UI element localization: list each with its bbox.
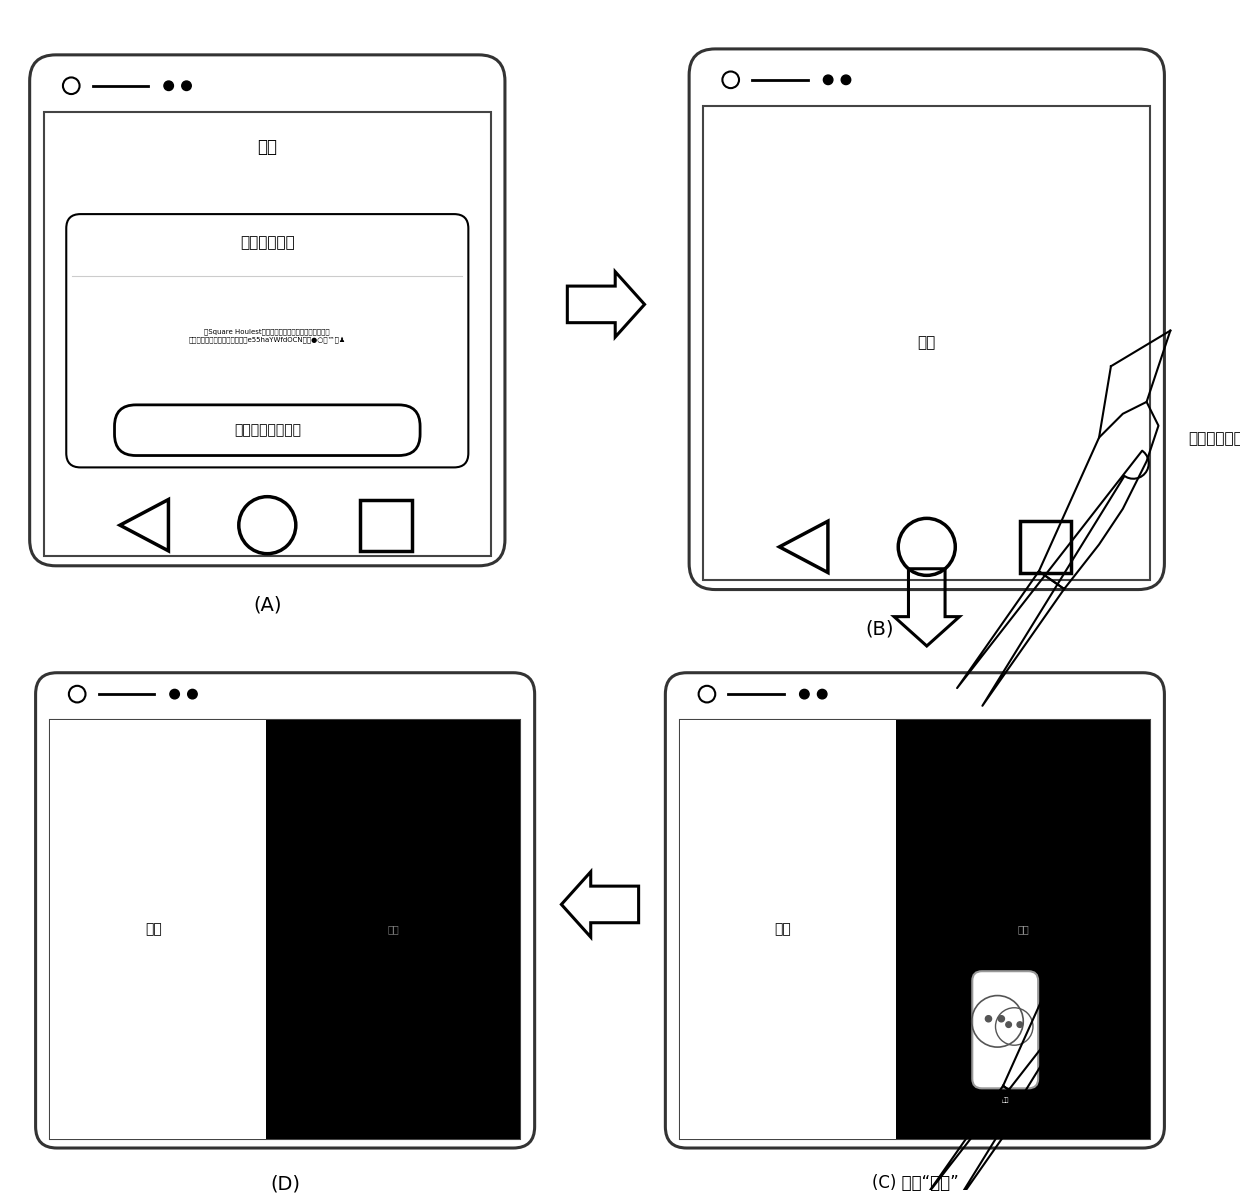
Text: 淡宝: 淡宝 <box>258 138 278 156</box>
Bar <box>897 720 1151 1138</box>
Bar <box>43 111 491 556</box>
Text: 淡宝: 淡宝 <box>145 922 161 937</box>
Circle shape <box>800 689 810 698</box>
Circle shape <box>986 1016 992 1022</box>
Bar <box>680 720 1151 1138</box>
Text: (D): (D) <box>270 1174 300 1193</box>
Circle shape <box>170 689 180 698</box>
Text: (C) 选择“微信”: (C) 选择“微信” <box>872 1174 959 1192</box>
Bar <box>680 720 897 1138</box>
Text: 淡宝: 淡宝 <box>918 335 936 351</box>
FancyBboxPatch shape <box>666 673 1164 1148</box>
Bar <box>267 720 521 1138</box>
Text: (B): (B) <box>866 619 894 639</box>
FancyBboxPatch shape <box>114 405 420 455</box>
Bar <box>50 720 267 1138</box>
Text: (A): (A) <box>253 595 281 615</box>
Circle shape <box>182 81 191 91</box>
FancyBboxPatch shape <box>972 972 1038 1088</box>
Text: 淡宝: 淡宝 <box>775 922 791 937</box>
Circle shape <box>823 75 833 85</box>
Bar <box>1021 521 1071 573</box>
FancyBboxPatch shape <box>30 55 505 565</box>
Text: 微信: 微信 <box>387 925 399 934</box>
Text: 微信: 微信 <box>1017 925 1029 934</box>
Circle shape <box>841 75 851 85</box>
Circle shape <box>817 689 827 698</box>
Circle shape <box>164 81 174 91</box>
Bar <box>361 500 412 551</box>
Circle shape <box>187 689 197 698</box>
Text: 淡口令已复制: 淡口令已复制 <box>239 236 295 250</box>
Circle shape <box>1006 1022 1012 1028</box>
Circle shape <box>1017 1022 1023 1028</box>
Text: 长按历史任务键: 长按历史任务键 <box>1188 430 1240 446</box>
Bar <box>50 720 521 1138</box>
FancyBboxPatch shape <box>689 49 1164 589</box>
FancyBboxPatch shape <box>36 673 534 1148</box>
Text: 去微信粘贴给好友: 去微信粘贴给好友 <box>234 423 301 437</box>
Circle shape <box>998 1016 1004 1022</box>
FancyBboxPatch shape <box>66 214 469 467</box>
Text: 微信: 微信 <box>1002 1097 1009 1103</box>
Bar <box>703 105 1151 580</box>
Text: 【Square Houlest原创新品学院美式橙色水洗标印花秋
冬款带帽卫衣】，搜索这段描述e55haYWfdOCN后到●○购™✅♟: 【Square Houlest原创新品学院美式橙色水洗标印花秋 冬款带帽卫衣】，… <box>188 328 346 344</box>
